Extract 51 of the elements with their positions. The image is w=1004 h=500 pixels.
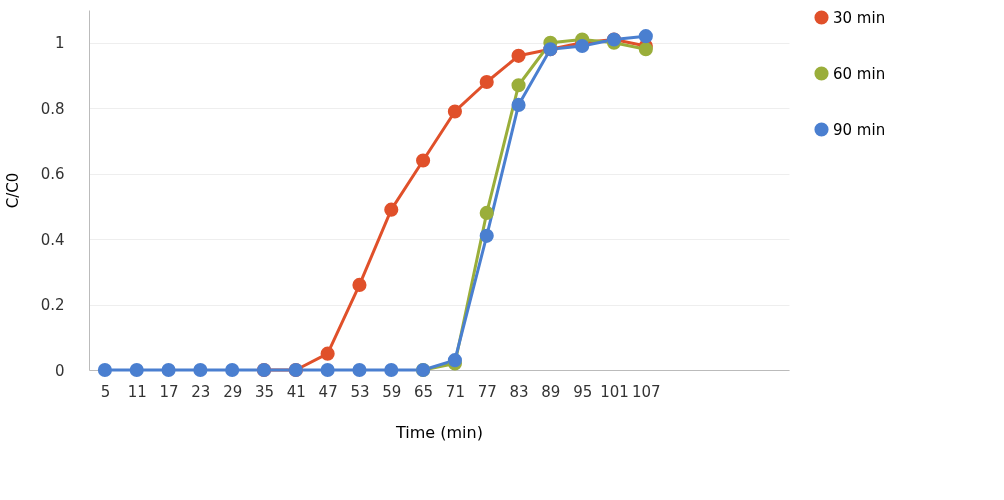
point: [320, 346, 335, 361]
y-tick-label: 0.6: [40, 165, 65, 184]
x-tick-label: 83: [509, 382, 529, 401]
x-tick-label: 59: [382, 382, 402, 401]
x-tick-label: 23: [191, 382, 211, 401]
point: [575, 38, 590, 54]
point: [479, 228, 494, 243]
point: [193, 362, 208, 378]
x-tick-label: 41: [286, 382, 306, 401]
legend-label: 60 min: [833, 64, 886, 83]
x-tick-label: 101: [600, 382, 629, 401]
x-tick-label: 65: [414, 382, 434, 401]
point: [225, 362, 240, 378]
point: [384, 362, 399, 378]
point: [161, 362, 176, 378]
x-tick-label: 95: [573, 382, 593, 401]
point: [511, 48, 526, 63]
legend-label: 90 min: [833, 120, 886, 139]
point: [129, 362, 144, 378]
x-tick-label: 77: [477, 382, 497, 401]
y-tick-label: 0.2: [40, 296, 65, 315]
point: [511, 78, 526, 93]
x-tick-label: 47: [318, 382, 338, 401]
y-axis-title: C/C0: [3, 172, 22, 209]
y-tick-label: 1: [54, 34, 65, 53]
x-tick-label: 35: [254, 382, 275, 401]
y-tick-label: 0.8: [40, 99, 65, 118]
x-tick-label: 5: [100, 382, 111, 401]
x-tick-label: 53: [350, 382, 370, 401]
point: [97, 362, 112, 378]
y-tick-label: 0: [54, 361, 65, 380]
x-tick-label: 89: [541, 382, 561, 401]
point: [320, 362, 335, 378]
y-tick-label: 0.4: [40, 230, 65, 249]
x-tick-label: 17: [159, 382, 179, 401]
x-axis-title: Time (min): [395, 422, 483, 442]
point: [479, 205, 494, 220]
point: [511, 97, 526, 112]
point: [447, 104, 462, 119]
point: [416, 153, 431, 168]
x-tick-label: 71: [445, 382, 465, 401]
point: [638, 42, 653, 57]
point: [479, 74, 494, 90]
point: [352, 277, 367, 292]
point: [638, 29, 653, 44]
point: [384, 202, 399, 217]
x-tick-label: 29: [223, 382, 243, 401]
x-tick-label: 11: [127, 382, 147, 401]
legend-label: 30 min: [833, 8, 886, 27]
point: [352, 362, 367, 378]
x-tick-label: 107: [632, 382, 661, 401]
